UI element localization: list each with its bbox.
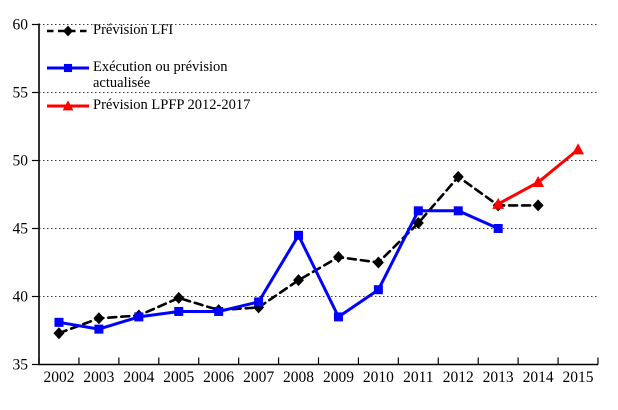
svg-text:2006: 2006	[203, 369, 234, 386]
legend-line-triangle-icon	[47, 100, 89, 111]
svg-text:2003: 2003	[83, 369, 114, 386]
svg-text:2008: 2008	[283, 369, 314, 386]
svg-text:2009: 2009	[323, 369, 354, 386]
legend-label: Exécution ou prévision actualisée	[93, 58, 228, 92]
svg-text:2012: 2012	[443, 369, 474, 386]
svg-text:2014: 2014	[523, 369, 554, 386]
svg-text:2010: 2010	[363, 369, 394, 386]
svg-text:45: 45	[13, 221, 29, 238]
svg-text:35: 35	[13, 357, 29, 374]
svg-text:2002: 2002	[43, 369, 74, 386]
svg-text:2005: 2005	[163, 369, 194, 386]
svg-text:2013: 2013	[483, 369, 514, 386]
legend-item-prevision-lfi: Prévision LFI	[46, 22, 251, 39]
legend-item-execution-actualisee: Exécution ou prévision actualisée	[46, 59, 251, 92]
svg-text:2004: 2004	[123, 369, 154, 386]
legend-item-prevision-lpfp: Prévision LPFP 2012-2017	[46, 97, 251, 114]
legend-label: Prévision LFI	[93, 22, 174, 38]
svg-text:50: 50	[13, 153, 29, 170]
svg-text:2007: 2007	[243, 369, 274, 386]
legend-label: Prévision LPFP 2012-2017	[93, 97, 251, 114]
legend-line-diamond-icon	[47, 25, 89, 37]
svg-text:40: 40	[13, 289, 29, 306]
legend-line-square-icon	[47, 63, 89, 72]
svg-text:55: 55	[13, 85, 29, 102]
svg-text:60: 60	[13, 17, 29, 34]
svg-text:2015: 2015	[563, 369, 594, 386]
svg-text:2011: 2011	[403, 369, 433, 386]
chart-legend: Prévision LFI Exécution ou prévision act…	[46, 22, 251, 114]
